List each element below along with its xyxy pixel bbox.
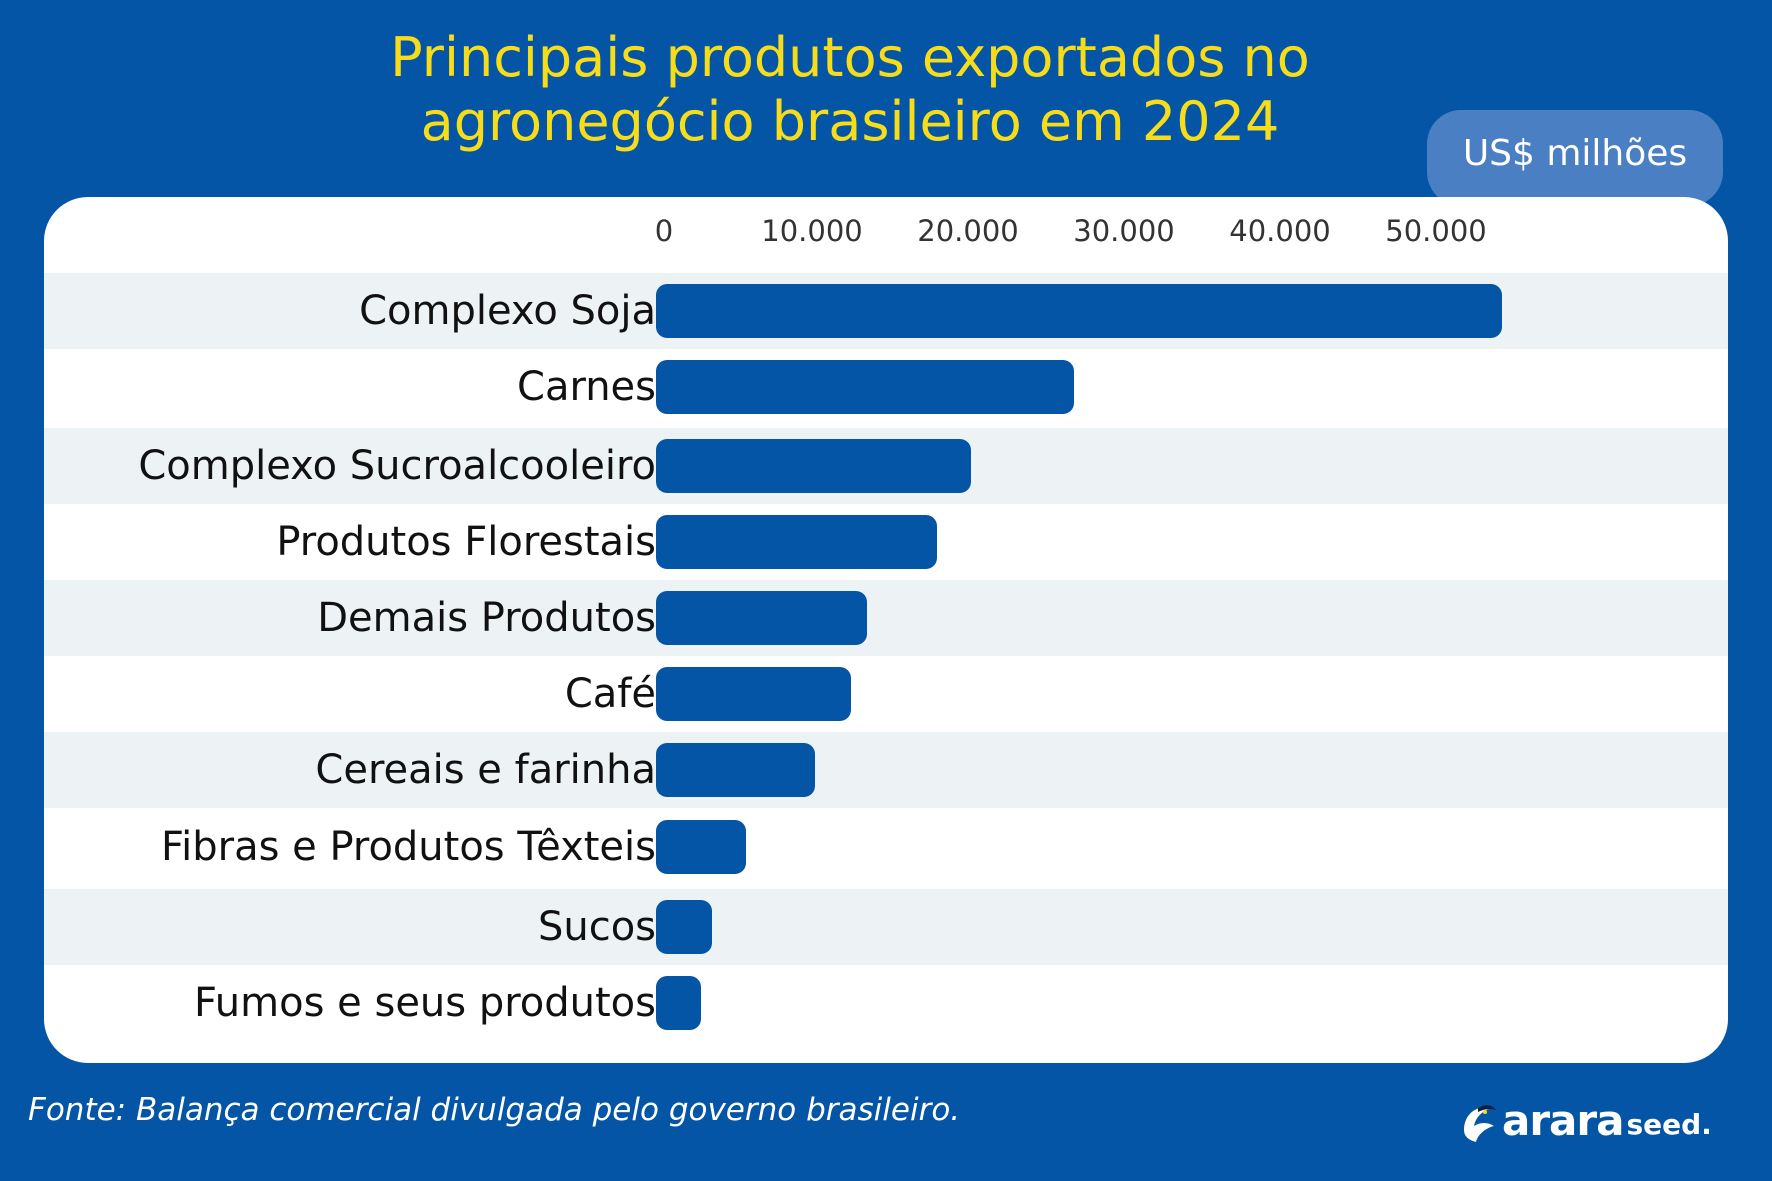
category-label: Fumos e seus produtos xyxy=(193,980,656,1026)
chart-title-line-2: agronegócio brasileiro em 2024 xyxy=(420,90,1280,153)
bar xyxy=(656,976,702,1030)
table-row xyxy=(44,580,1728,656)
bar xyxy=(656,591,867,645)
category-label: Cereais e farinha xyxy=(315,747,656,793)
x-tick-label: 50.000 xyxy=(1385,214,1487,248)
logo-text-main: arara xyxy=(1502,1096,1624,1145)
category-label: Sucos xyxy=(537,904,656,950)
bar xyxy=(656,515,937,569)
category-label: Carnes xyxy=(517,364,656,410)
bar xyxy=(656,439,972,493)
table-row xyxy=(44,889,1728,965)
x-tick-label: 10.000 xyxy=(761,214,863,248)
category-label: Complexo Soja xyxy=(359,288,656,334)
category-label: Fibras e Produtos Têxteis xyxy=(161,824,656,870)
category-label: Café xyxy=(564,671,656,717)
source-note: Fonte: Balança comercial divulgada pelo … xyxy=(28,1092,961,1128)
bar xyxy=(656,360,1075,414)
chart-title-line-1: Principais produtos exportados no xyxy=(390,26,1310,89)
bar xyxy=(656,743,816,797)
bar xyxy=(656,900,713,954)
table-row xyxy=(44,732,1728,808)
chart-title: Principais produtos exportados no agrone… xyxy=(0,26,1700,154)
logo-text-sub: seed. xyxy=(1626,1108,1712,1141)
x-tick-label: 20.000 xyxy=(917,214,1019,248)
macaw-logo-icon xyxy=(1464,1105,1496,1142)
bar xyxy=(656,284,1502,338)
category-label: Complexo Sucroalcooleiro xyxy=(138,443,656,489)
chart-panel: 0 10.000 20.000 30.000 40.000 50.000 Complexo … xyxy=(44,197,1728,1063)
x-tick-label: 40.000 xyxy=(1229,214,1331,248)
category-label: Produtos Florestais xyxy=(276,519,656,565)
unit-badge: US$ milhões xyxy=(1427,110,1723,206)
bar xyxy=(656,667,851,721)
logo: arara seed. xyxy=(1458,1092,1712,1142)
bar xyxy=(656,820,747,874)
x-tick-label: 0 xyxy=(654,214,674,248)
category-label: Demais Produtos xyxy=(317,595,656,641)
x-tick-label: 30.000 xyxy=(1073,214,1175,248)
